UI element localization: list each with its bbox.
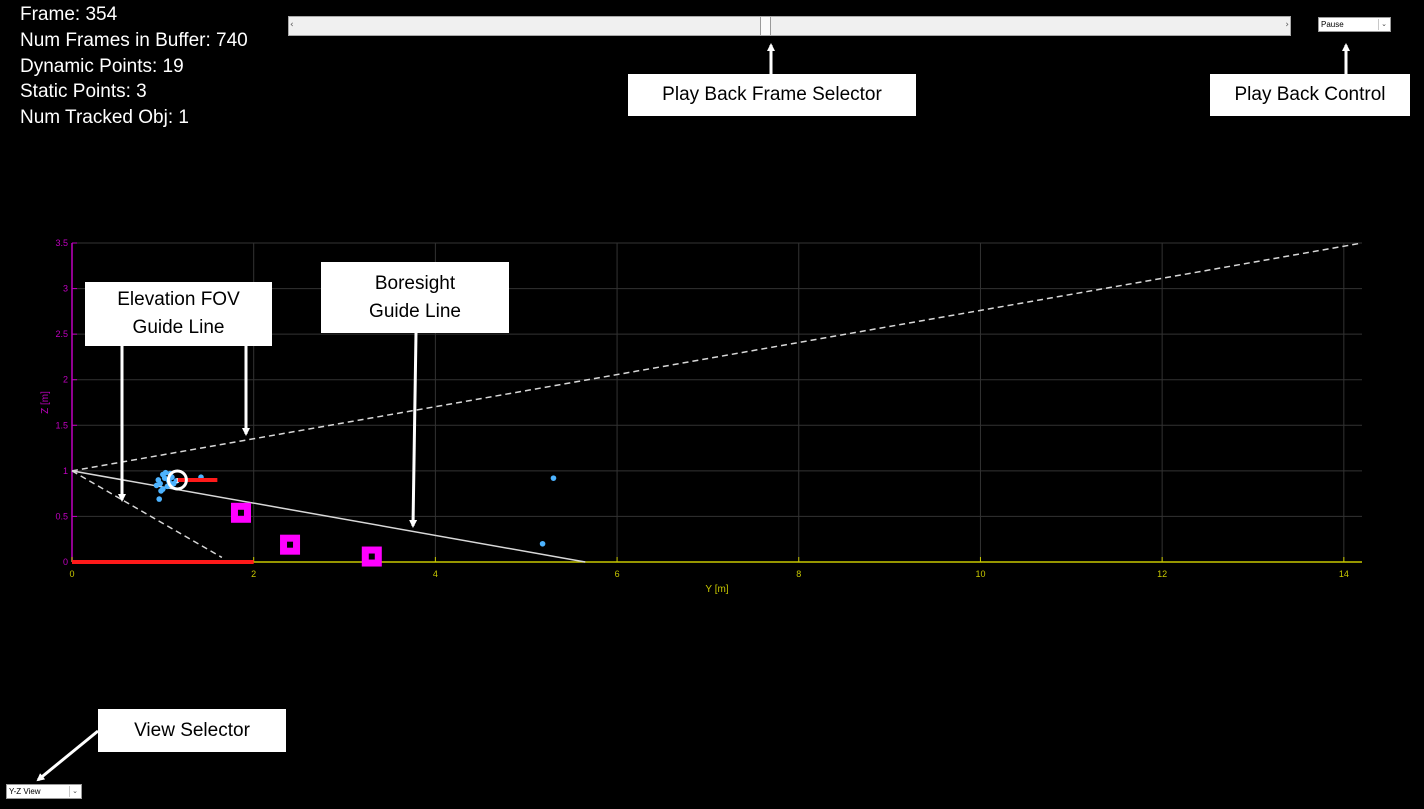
callout-arrows xyxy=(36,43,1350,782)
dynamic-point xyxy=(160,486,166,492)
x-tick-label: 4 xyxy=(433,569,438,579)
playback-frame-slider[interactable]: ‹ › xyxy=(288,16,1291,36)
slider-thumb[interactable] xyxy=(759,17,771,35)
y-tick-label: 1.5 xyxy=(55,420,68,430)
frame-label: Frame: 354 xyxy=(20,4,118,25)
x-tick-label: 0 xyxy=(69,569,74,579)
dynamic-point xyxy=(539,540,546,547)
y-tick-label: 0 xyxy=(63,557,68,567)
y-tick-label: 1 xyxy=(63,466,68,476)
callout-frame-selector: Play Back Frame Selector xyxy=(628,74,916,116)
elevation-fov-lower-line xyxy=(71,470,223,559)
tracked-obj-label: Num Tracked Obj: 1 xyxy=(20,107,189,129)
tracked-object-id: 1 xyxy=(175,478,179,485)
static-point-center xyxy=(287,541,294,548)
arrow-view-selector xyxy=(36,729,99,782)
stats-panel: Frame: 354 Num Frames in Buffer: 740 Dyn… xyxy=(20,2,248,131)
slider-right-arrow-icon[interactable]: › xyxy=(1285,20,1289,30)
callout-boresight: Boresight Guide Line xyxy=(321,262,509,333)
x-tick-label: 8 xyxy=(796,569,801,579)
dynamic-point xyxy=(156,496,163,502)
dynamic-point xyxy=(162,469,169,476)
slider-left-arrow-icon[interactable]: ‹ xyxy=(290,20,294,30)
dynamic-points-label: Dynamic Points: 19 xyxy=(20,55,184,77)
y-tick-label: 2 xyxy=(63,375,68,385)
y-tick-label: 2.5 xyxy=(55,329,68,339)
dynamic-point xyxy=(155,477,162,483)
callout-playback-control: Play Back Control xyxy=(1210,74,1410,116)
x-tick-label: 2 xyxy=(251,569,256,579)
elevation-fov-upper-line xyxy=(71,242,1363,472)
x-tick-label: 10 xyxy=(975,569,985,579)
static-point-center xyxy=(368,553,375,560)
static-points-label: Static Points: 3 xyxy=(20,81,147,103)
playback-control-dropdown[interactable]: Pause ⌄ xyxy=(1318,17,1391,32)
buffer-frames-label: Num Frames in Buffer: 740 xyxy=(20,29,248,51)
dynamic-point xyxy=(153,482,160,489)
chevron-down-icon[interactable]: ⌄ xyxy=(1378,19,1389,30)
callout-view-selector: View Selector xyxy=(98,709,286,752)
x-tick-label: 12 xyxy=(1157,569,1167,579)
arrow-boresight xyxy=(409,332,418,528)
tracked-object-marker xyxy=(166,469,188,491)
static-point-center xyxy=(237,509,244,516)
y-tick-label: 0.5 xyxy=(55,511,68,521)
x-axis-label: Y [m] xyxy=(705,584,728,595)
view-selector-value: Y-Z View xyxy=(9,787,41,796)
y-axis-label: Z [m] xyxy=(40,391,51,414)
chevron-down-icon[interactable]: ⌄ xyxy=(69,786,80,797)
y-tick-label: 3.5 xyxy=(55,238,68,248)
x-tick-label: 14 xyxy=(1339,569,1349,579)
x-tick-label: 6 xyxy=(615,569,620,579)
dynamic-point xyxy=(550,475,557,481)
playback-control-value: Pause xyxy=(1321,20,1344,29)
axes: 0 2 4 6 8 10 12 14 0 0.5 1 1.5 2 2.5 3 3.5 Y [m] Z [m] xyxy=(40,238,1362,595)
callout-elevation-fov: Elevation FOV Guide Line xyxy=(85,282,272,346)
plot-series: 1 xyxy=(71,242,1363,567)
y-tick-label: 3 xyxy=(63,284,68,294)
grid xyxy=(72,242,1362,562)
view-selector-dropdown[interactable]: Y-Z View ⌄ xyxy=(6,784,82,799)
